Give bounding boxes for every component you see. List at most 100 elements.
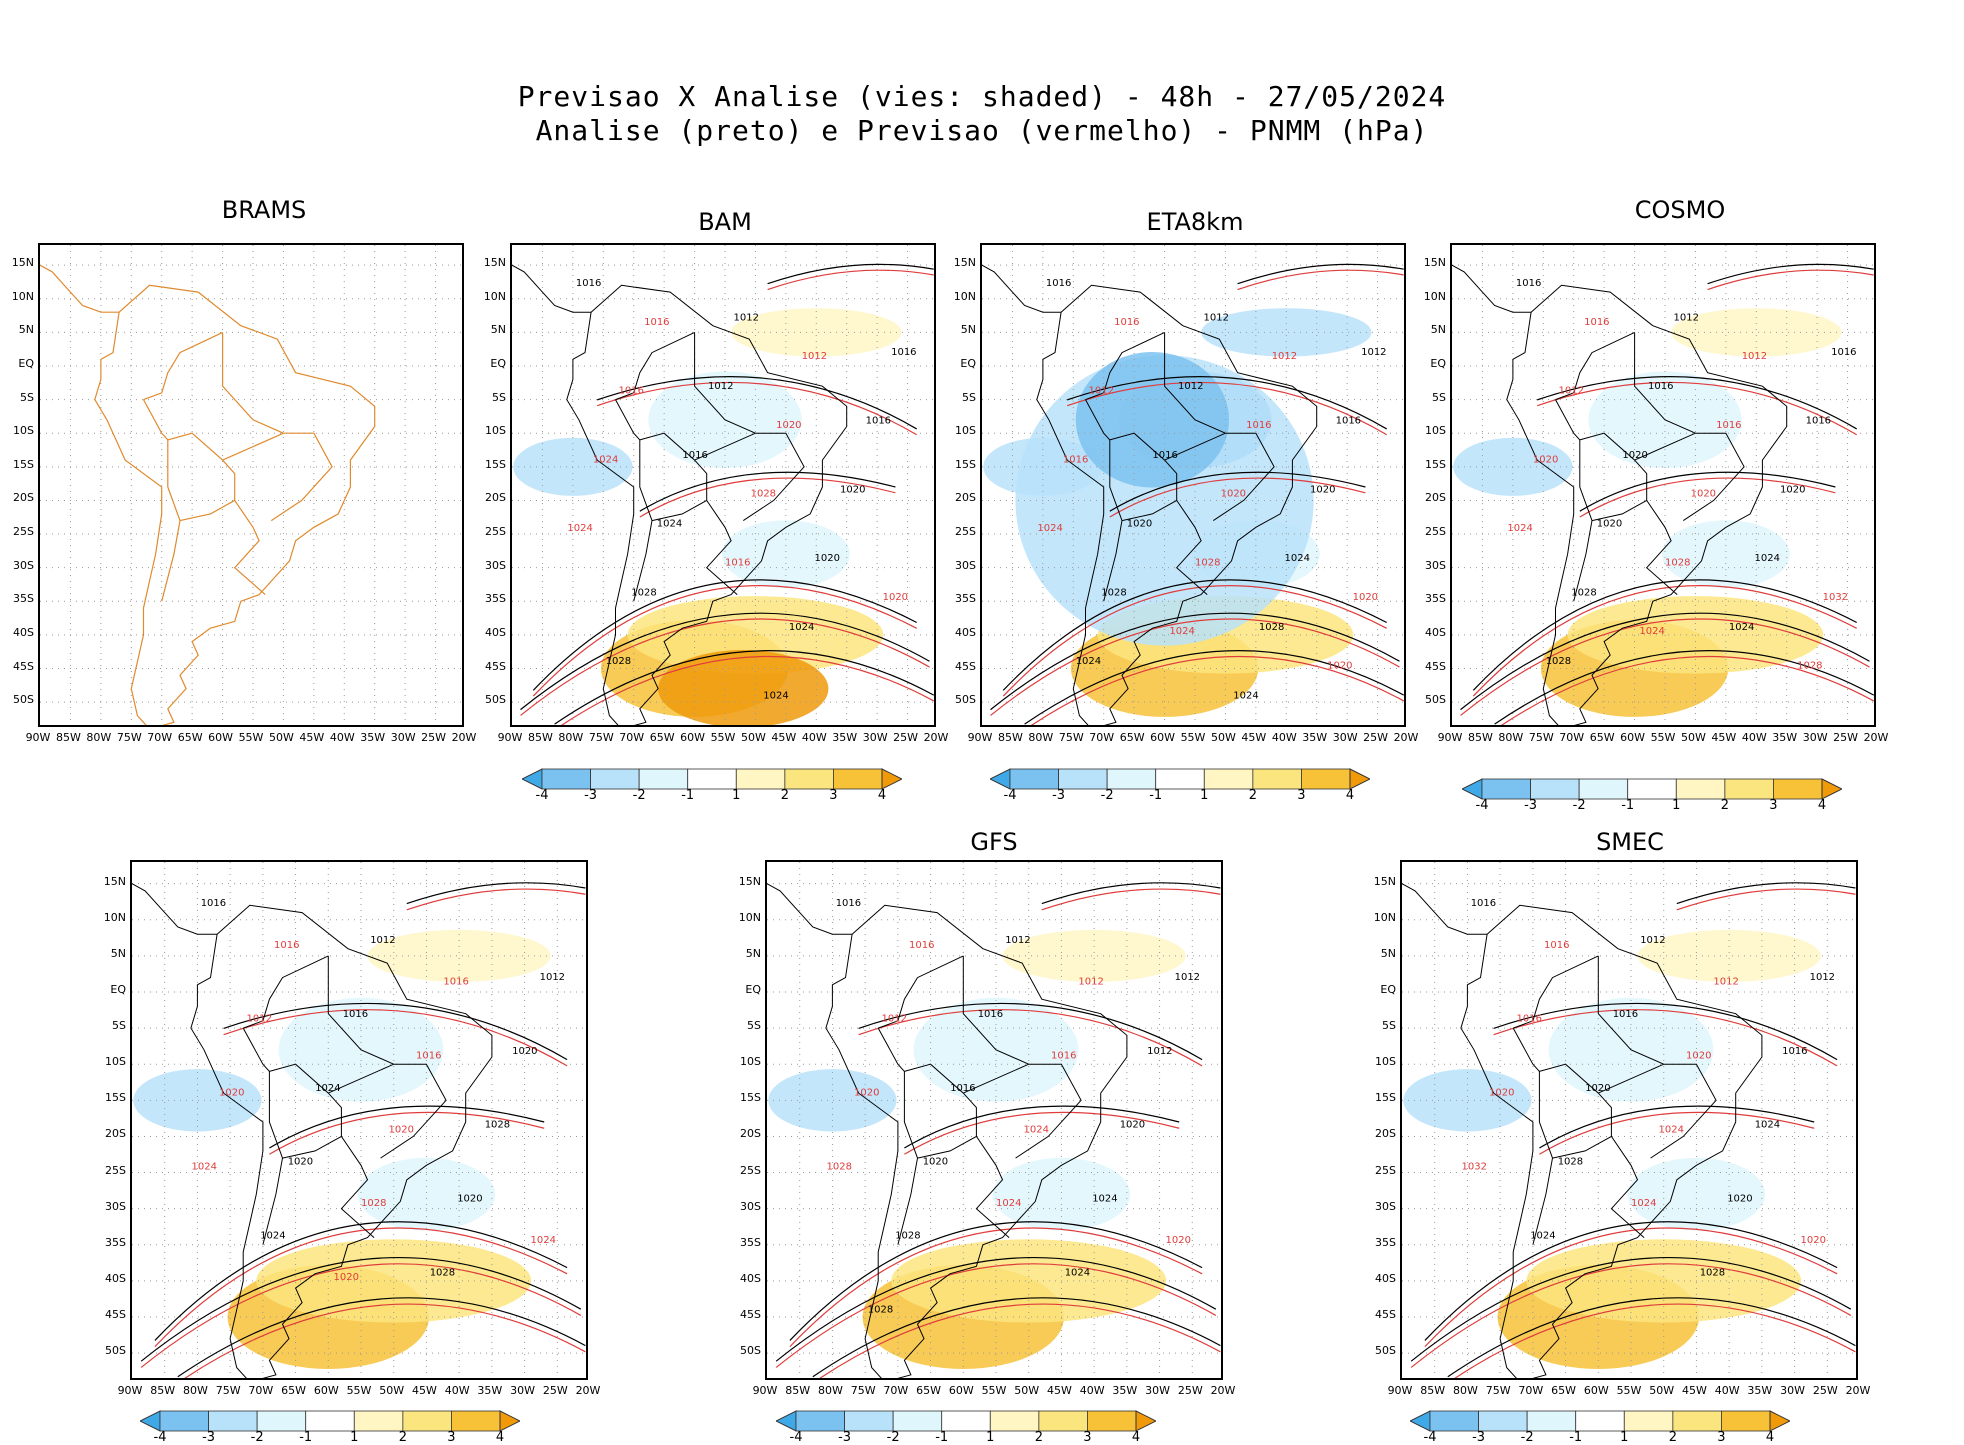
lon-tick-label: 80W xyxy=(1452,1384,1478,1397)
contour-label: 1012 xyxy=(1204,313,1229,324)
lon-tick-label: 70W xyxy=(248,1384,274,1397)
colorbar-label: -3 xyxy=(838,1430,852,1445)
bias-shade xyxy=(1567,596,1824,674)
analysis-isobar xyxy=(597,376,918,430)
contour-label: 1016 xyxy=(1246,420,1271,431)
contour-label: 1028 xyxy=(606,656,631,667)
coastline xyxy=(1610,1136,1645,1238)
forecast-isobar xyxy=(1493,1009,1838,1067)
analysis-isobar xyxy=(1410,1257,1852,1362)
forecast-isobar xyxy=(1676,888,1856,911)
colorbar-label: 1 xyxy=(732,788,741,803)
coastline xyxy=(975,1136,1010,1238)
contour-label: 1024 xyxy=(593,454,618,465)
contour-label: 1020 xyxy=(1622,450,1647,461)
lat-tick-label: 35S xyxy=(13,592,34,606)
lat-tick-label: 5N xyxy=(18,323,34,337)
colorbar-segment xyxy=(590,768,640,790)
contour-label: 1028 xyxy=(1558,1157,1583,1168)
contour-label: 1028 xyxy=(485,1120,510,1131)
lat-tick-label: 10S xyxy=(1375,1055,1396,1069)
contour-label: 1012 xyxy=(734,313,759,324)
lon-tick-label: 30W xyxy=(1332,731,1358,744)
lon-tick-label: 40W xyxy=(801,731,827,744)
contour-label: 1020 xyxy=(815,553,840,564)
analysis-isobar xyxy=(177,1297,586,1378)
contour-label: 1012 xyxy=(708,381,733,392)
forecast-isobar xyxy=(767,269,934,291)
coastline xyxy=(1512,1027,1554,1245)
analysis-isobar xyxy=(1024,650,1404,725)
contour-label: 1016 xyxy=(1517,1014,1542,1025)
colorbar-label: 1 xyxy=(350,1430,359,1445)
colorbar-segment xyxy=(1203,768,1254,790)
coastline xyxy=(639,432,708,522)
lon-tick-label: 70W xyxy=(1559,731,1585,744)
contour-label: 1020 xyxy=(1127,519,1152,530)
colorbar-segment xyxy=(1575,1410,1625,1432)
lon-tick-label: 90W xyxy=(117,1384,143,1397)
smec-colorbar xyxy=(1410,1410,1790,1432)
lon-tick-label: 75W xyxy=(588,731,614,744)
lat-tick-label: 10S xyxy=(1425,424,1446,438)
colorbar-segment xyxy=(941,1410,991,1432)
contour-label: 1016 xyxy=(1336,416,1361,427)
contour-label: 1028 xyxy=(1101,587,1126,598)
lat-tick-label: 10S xyxy=(740,1055,761,1069)
contour-label: 1016 xyxy=(1648,381,1673,392)
lon-tick-label: 30W xyxy=(390,731,416,744)
coastline xyxy=(1085,331,1165,401)
forecast-isobar xyxy=(1410,1263,1852,1368)
lon-tick-label: 50W xyxy=(740,731,766,744)
coastline xyxy=(566,284,848,725)
contour-label: 1016 xyxy=(725,557,750,568)
analysis-isobar xyxy=(789,1221,1203,1341)
contour-label: 1020 xyxy=(1801,1235,1826,1246)
bias-shade xyxy=(357,1157,496,1231)
colorbar-segment xyxy=(687,768,737,790)
colorbar-segment xyxy=(140,1410,161,1432)
contour-label: 1012 xyxy=(1175,972,1200,983)
analysis-isobar xyxy=(775,1257,1217,1362)
lon-tick-label: 40W xyxy=(329,731,355,744)
lon-tick-label: 45W xyxy=(299,731,325,744)
lat-tick-label: 50S xyxy=(105,1344,126,1358)
lon-tick-label: 45W xyxy=(771,731,797,744)
forecast-isobar xyxy=(223,1009,568,1067)
contour-label: 1020 xyxy=(457,1194,482,1205)
contour-label: 1012 xyxy=(1559,386,1584,397)
forecast-isobar xyxy=(269,1111,545,1155)
contour-label: 1020 xyxy=(1585,1083,1610,1094)
contour-label: 1016 xyxy=(866,416,891,427)
lat-tick-label: 45S xyxy=(740,1308,761,1321)
colorbar-segment xyxy=(522,768,543,790)
model5-map: 1016 1012 1012 1016 1020 1024 1028 1020 1020 1024… xyxy=(130,860,588,1380)
lon-tick-label: 35W xyxy=(1747,1384,1773,1397)
lon-tick-label: 20W xyxy=(451,731,477,744)
analysis-isobar xyxy=(140,1257,582,1362)
coastline xyxy=(878,955,964,1029)
lat-tick-label: 10S xyxy=(955,424,976,438)
analysis-isobar xyxy=(1494,650,1874,725)
analysis-isobar xyxy=(1707,263,1874,285)
lat-tick-label: 5N xyxy=(110,946,126,960)
contour-label: 1028 xyxy=(631,587,656,598)
contour-label: 1028 xyxy=(361,1198,386,1209)
lat-tick-label: 15S xyxy=(955,457,976,471)
lat-tick-label: 10S xyxy=(105,1055,126,1069)
contour-label: 1016 xyxy=(343,1009,368,1020)
lat-tick-label: 15S xyxy=(13,457,34,471)
cosmo-colorbar xyxy=(1462,778,1842,800)
contour-label: 1020 xyxy=(389,1124,414,1135)
lon-tick-label: 50W xyxy=(1210,731,1236,744)
lat-tick-label: EQ xyxy=(1430,357,1446,370)
contour-label: 1012 xyxy=(1005,935,1030,946)
colorbar-segment xyxy=(353,1410,404,1432)
contour-label: 1020 xyxy=(1120,1120,1145,1131)
lon-tick-label: 90W xyxy=(752,1384,778,1397)
contour-label: 1028 xyxy=(827,1161,852,1172)
forecast-isobar xyxy=(1472,585,1857,697)
forecast-isobar xyxy=(1454,1303,1856,1378)
bias-shade xyxy=(1637,929,1821,982)
lon-tick-label: 25W xyxy=(1812,1384,1838,1397)
